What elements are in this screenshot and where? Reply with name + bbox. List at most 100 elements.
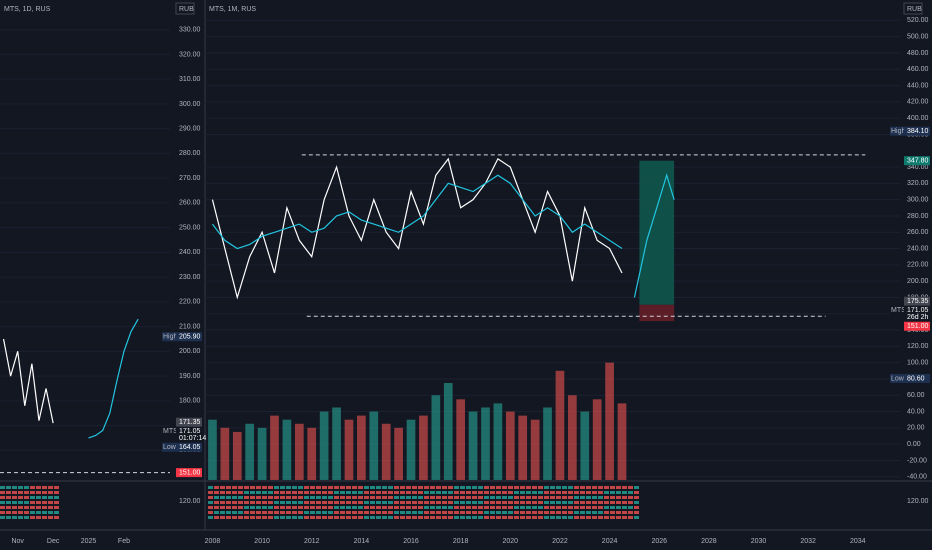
indicator-stripe xyxy=(268,496,273,499)
indicator-stripe xyxy=(262,506,267,509)
indicator-stripe xyxy=(364,486,369,489)
indicator-stripe xyxy=(30,516,35,519)
indicator-stripe xyxy=(18,506,23,509)
indicator-stripe xyxy=(382,486,387,489)
price-tag-label: 171.05 xyxy=(907,307,929,314)
indicator-stripe xyxy=(544,511,549,514)
indicator-stripe xyxy=(400,486,405,489)
indicator-stripe xyxy=(6,496,11,499)
indicator-stripe xyxy=(436,516,441,519)
indicator-stripe xyxy=(616,501,621,504)
price-tag-label: 164.05 xyxy=(179,444,201,451)
y-tick-label: 330.00 xyxy=(179,27,201,34)
indicator-stripe xyxy=(526,501,531,504)
indicator-stripe xyxy=(352,496,357,499)
indicator-stripe xyxy=(634,501,639,504)
volume-bar xyxy=(357,415,366,480)
indicator-stripe xyxy=(436,511,441,514)
volume-bar xyxy=(257,427,267,480)
indicator-stripe xyxy=(562,506,567,509)
indicator-stripe xyxy=(238,496,243,499)
indicator-stripe xyxy=(340,491,345,494)
indicator-stripe xyxy=(562,491,567,494)
indicator-stripe xyxy=(454,506,459,509)
indicator-stripe xyxy=(472,511,477,514)
indicator-stripe xyxy=(292,486,297,489)
indicator-stripe xyxy=(472,486,477,489)
indicator-stripe xyxy=(36,511,41,514)
price-tag xyxy=(176,468,202,478)
indicator-stripe xyxy=(208,511,213,514)
indicator-stripe xyxy=(6,491,11,494)
indicator-stripe xyxy=(214,496,219,499)
indicator-stripe xyxy=(346,511,351,514)
price-tag xyxy=(176,442,202,452)
y-tick-label: 270.00 xyxy=(179,175,201,182)
volume-bar xyxy=(493,403,503,480)
indicator-stripe xyxy=(418,496,423,499)
indicator-stripe xyxy=(274,516,279,519)
volume-bar xyxy=(456,399,466,480)
indicator-stripe xyxy=(520,496,525,499)
indicator-stripe xyxy=(24,486,29,489)
indicator-stripe xyxy=(304,501,309,504)
indicator-stripe xyxy=(322,511,327,514)
indicator-stripe xyxy=(328,501,333,504)
indicator-stripe xyxy=(274,506,279,509)
indicator-stripe xyxy=(466,511,471,514)
indicator-stripe xyxy=(262,511,267,514)
indicator-stripe xyxy=(358,516,363,519)
indicator-stripe xyxy=(568,511,573,514)
indicator-stripe xyxy=(430,496,435,499)
y-tick-label: 300.00 xyxy=(907,197,929,204)
tag-name: High xyxy=(891,128,906,135)
indicator-stripe xyxy=(556,496,561,499)
tag-name: Low xyxy=(163,444,177,451)
volume-bar xyxy=(220,427,230,480)
indicator-stripe xyxy=(478,516,483,519)
indicator-stripe xyxy=(424,496,429,499)
indicator-stripe xyxy=(430,501,435,504)
indicator-stripe xyxy=(370,496,375,499)
x-tick-label: 2014 xyxy=(354,538,370,545)
indicator-stripe xyxy=(256,486,261,489)
volume-bar xyxy=(319,411,329,480)
indicator-stripe xyxy=(604,486,609,489)
indicator-stripe xyxy=(340,501,345,504)
volume-bar xyxy=(419,415,428,480)
x-tick-label: 2025 xyxy=(81,538,97,545)
indicator-stripe xyxy=(244,496,249,499)
indicator-stripe xyxy=(262,491,267,494)
tag-name-box xyxy=(890,373,904,383)
indicator-stripe xyxy=(418,491,423,494)
indicator-stripe xyxy=(24,501,29,504)
tag-name: MTSS xyxy=(163,428,183,435)
indicator-stripe xyxy=(226,516,231,519)
price-tag-sub: 01:07:14 xyxy=(179,435,206,442)
indicator-stripe xyxy=(268,516,273,519)
indicator-stripe xyxy=(358,486,363,489)
volume-bar xyxy=(307,427,317,480)
indicator-stripe xyxy=(568,486,573,489)
indicator-stripe xyxy=(48,516,53,519)
indicator-stripe xyxy=(496,501,501,504)
volume-bar xyxy=(605,362,614,480)
indicator-stripe xyxy=(18,491,23,494)
indicator-stripe xyxy=(256,506,261,509)
indicator-stripe xyxy=(538,501,543,504)
x-tick-label: Nov xyxy=(11,538,24,545)
indicator-stripe xyxy=(370,501,375,504)
indicator-stripe xyxy=(364,491,369,494)
indicator-stripe xyxy=(472,506,477,509)
indicator-stripe xyxy=(406,486,411,489)
indicator-stripe xyxy=(250,511,255,514)
indicator-stripe xyxy=(24,506,29,509)
range-box xyxy=(639,304,675,322)
indicator-stripe xyxy=(340,496,345,499)
indicator-stripe xyxy=(42,496,47,499)
indicator-stripe xyxy=(478,491,483,494)
indicator-stripe xyxy=(30,506,35,509)
indicator-stripe xyxy=(12,506,17,509)
indicator-stripe xyxy=(406,501,411,504)
indicator-stripe xyxy=(376,491,381,494)
